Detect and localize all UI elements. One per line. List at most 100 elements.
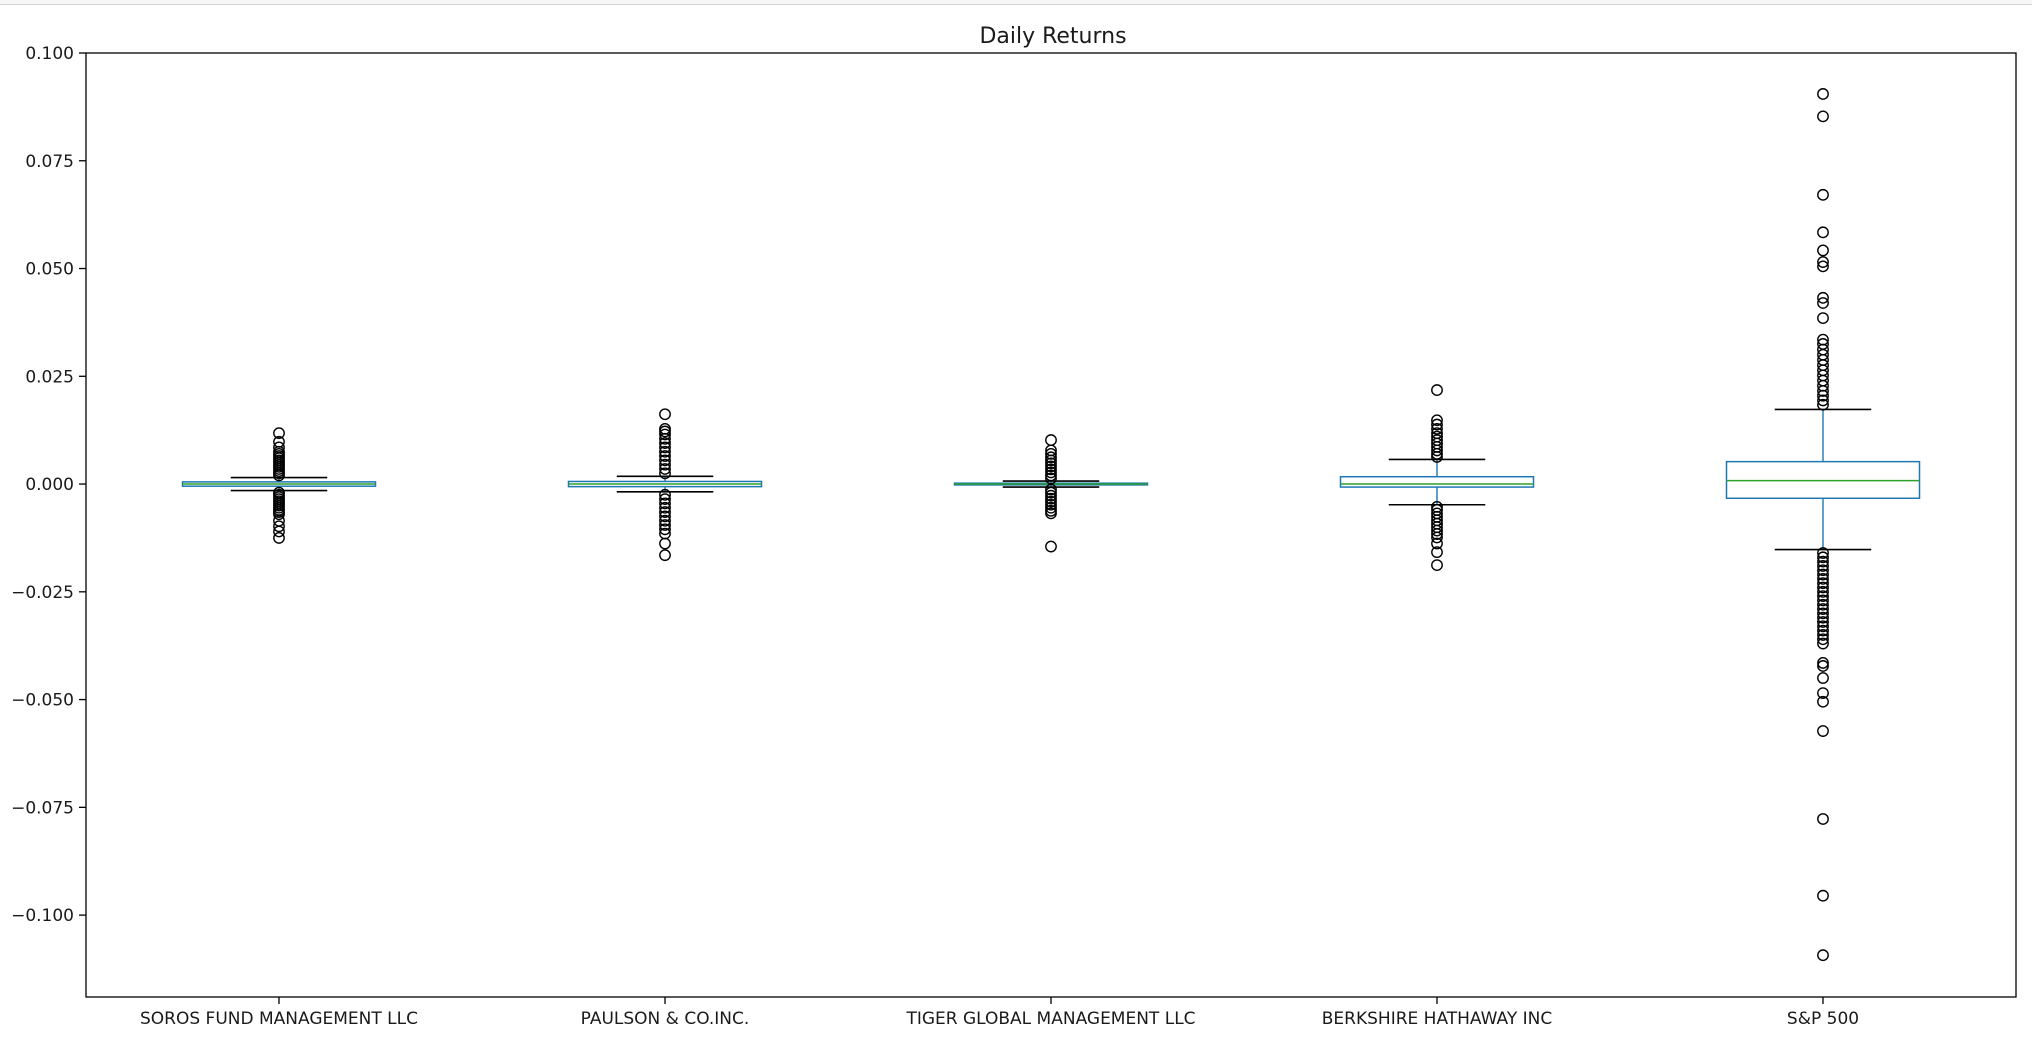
flier-point (659, 514, 671, 527)
flier-point (1817, 568, 1829, 581)
flier-point (1817, 611, 1829, 624)
flier-point (659, 506, 671, 518)
x-tick-label: PAULSON & CO.INC. (581, 1009, 750, 1029)
flier-point (1431, 414, 1443, 427)
window-top-border (0, 0, 2032, 5)
flier-point (659, 425, 671, 438)
flier-point (1817, 660, 1829, 672)
x-axis: SOROS FUND MANAGEMENT LLC PAULSON & CO.IN… (140, 997, 1859, 1029)
box-group (1725, 88, 1921, 962)
flier-point (659, 450, 671, 462)
flier-point (659, 458, 671, 471)
flier-point (1817, 695, 1829, 708)
flier-point (273, 525, 285, 538)
flier-point (1817, 581, 1829, 594)
flier-point (1817, 624, 1829, 637)
flier-point (1817, 598, 1829, 611)
y-tick-label: 0.100 (25, 44, 74, 64)
flier-point (1431, 531, 1443, 544)
flier-point (1817, 687, 1829, 700)
flier-point (1817, 629, 1829, 641)
box-group (181, 427, 377, 544)
y-tick-label: −0.075 (11, 798, 74, 818)
boxes-layer (181, 88, 1921, 962)
flier-point (1045, 469, 1057, 482)
flier-point (1045, 489, 1057, 502)
flier-point (1817, 725, 1829, 737)
flier-point (1431, 422, 1443, 435)
x-tick-label: SOROS FUND MANAGEMENT LLC (140, 1009, 418, 1029)
flier-point (1045, 492, 1057, 505)
flier-point (273, 427, 285, 440)
flier-point (1431, 444, 1443, 457)
flier-point (1431, 524, 1443, 537)
flier-point (1817, 564, 1829, 577)
flier-point (1817, 620, 1829, 633)
flier-point (659, 549, 671, 562)
flier-point (1817, 607, 1829, 620)
y-axis: 0.100 0.075 0.050 0.025 0.000 −0.025 −0.050 −0.… (11, 44, 86, 926)
flier-point (659, 454, 671, 467)
flier-point (1817, 226, 1829, 239)
box-group (567, 408, 763, 562)
flier-point (1431, 447, 1443, 460)
flier-point (1817, 555, 1829, 568)
flier-point (659, 519, 671, 531)
y-tick-label: 0.000 (25, 475, 74, 495)
flier-point (1817, 577, 1829, 590)
flier-point (1817, 260, 1829, 273)
flier-point (1817, 572, 1829, 585)
flier-point (1045, 460, 1057, 473)
flier-point (1817, 88, 1829, 100)
flier-point (659, 445, 671, 458)
flier-point (1817, 657, 1829, 669)
flier-point (1431, 450, 1443, 463)
flier-point (1817, 603, 1829, 615)
y-tick-label: −0.050 (11, 691, 74, 711)
flier-point (659, 510, 671, 523)
flier-point (273, 532, 285, 544)
flier-point (1045, 447, 1057, 460)
flier-point (1045, 434, 1057, 446)
flier-point (1817, 291, 1829, 304)
y-tick-label: 0.025 (25, 367, 74, 387)
flier-point (1431, 559, 1443, 571)
flier-point (273, 508, 285, 521)
box-iqr (1339, 475, 1535, 488)
flier-point (1817, 256, 1829, 268)
flier-point (1817, 398, 1829, 411)
flier-point (1817, 188, 1829, 201)
flier-point (659, 488, 671, 501)
flier-point (1817, 813, 1829, 825)
flier-point (1045, 466, 1057, 479)
flier-point (1817, 594, 1829, 607)
flier-point (1817, 110, 1829, 123)
flier-point (659, 432, 671, 445)
flier-point (1431, 384, 1443, 396)
flier-point (1045, 483, 1057, 496)
flier-point (1817, 637, 1829, 650)
y-tick-label: −0.025 (11, 583, 74, 603)
flier-point (1817, 312, 1829, 324)
flier-point (659, 523, 671, 536)
flier-point (1045, 498, 1057, 511)
flier-point (1045, 451, 1057, 464)
flier-point (659, 501, 671, 514)
flier-point (1045, 463, 1057, 476)
flier-point (1045, 472, 1057, 485)
flier-point (659, 428, 671, 441)
flier-point (659, 408, 671, 421)
flier-point (1817, 633, 1829, 646)
flier-point (1045, 501, 1057, 514)
flier-point (1817, 949, 1829, 962)
flier-point (1817, 889, 1829, 902)
flier-point (1431, 528, 1443, 540)
flier-point (659, 463, 671, 475)
flier-point (1045, 507, 1057, 520)
flier-point (1817, 672, 1829, 684)
x-tick-label: BERKSHIRE HATHAWAY INC (1322, 1009, 1552, 1029)
flier-point (1817, 551, 1829, 564)
flier-point (1817, 389, 1829, 402)
flier-point (659, 467, 671, 480)
